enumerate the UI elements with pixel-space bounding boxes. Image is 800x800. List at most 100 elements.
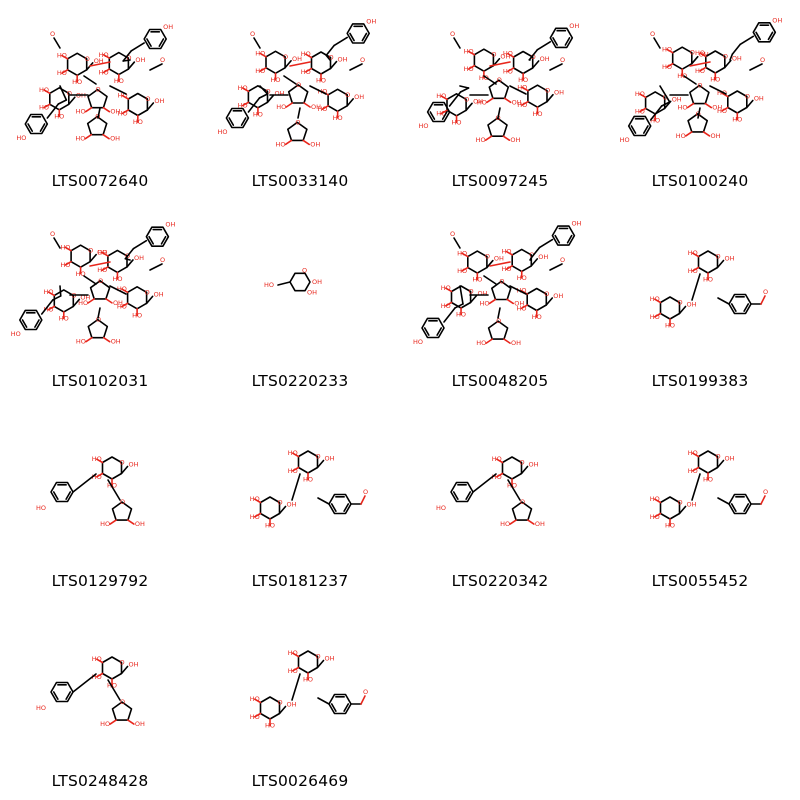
svg-text:HO: HO [517,304,527,312]
svg-text:HO: HO [76,270,86,278]
svg-text:HO: HO [100,520,110,528]
svg-text:HO: HO [419,122,429,130]
svg-text:OH: OH [135,520,145,528]
svg-text:OH: OH [511,339,521,347]
svg-text:OH: OH [554,89,564,97]
svg-text:HO: HO [238,84,248,92]
svg-text:HO: HO [76,338,86,346]
molecule-cell: O HO HO HO OH O OH HO HO LTS0248428 [0,600,200,800]
svg-text:HO: HO [288,649,298,657]
svg-text:HO: HO [238,102,248,110]
svg-text:O: O [295,118,300,126]
svg-text:O: O [316,453,321,461]
svg-text:HO: HO [97,266,107,274]
svg-text:HO: HO [288,667,298,675]
svg-text:HO: HO [76,108,86,116]
svg-text:OH: OH [473,97,483,105]
svg-text:HO: HO [703,476,713,484]
svg-text:HO: HO [117,285,127,293]
svg-text:OH: OH [80,293,90,301]
svg-text:HO: HO [112,275,122,283]
svg-text:HO: HO [100,720,110,728]
svg-text:OH: OH [494,255,504,263]
svg-text:O: O [50,30,55,38]
svg-text:O: O [250,30,255,38]
svg-text:OH: OH [163,23,173,31]
svg-text:HO: HO [60,261,70,269]
svg-text:HO: HO [39,104,49,112]
svg-text:O: O [716,453,721,461]
svg-text:OH: OH [134,254,144,262]
molecule-id-label: LTS0181237 [251,572,349,590]
molecule-cell: O HO HO HO OH O HO HO HO OH O LTS0055452 [600,400,800,600]
svg-text:HO: HO [78,299,88,307]
svg-text:HO: HO [464,65,474,73]
svg-text:HO: HO [517,274,527,282]
svg-text:OH: OH [569,22,579,30]
svg-text:OH: OH [725,255,735,263]
svg-text:HO: HO [695,67,705,75]
svg-text:OH: OH [754,95,764,103]
svg-text:O: O [67,89,72,97]
molecule-id-label: LTS0220342 [451,572,549,590]
svg-text:OH: OH [135,56,145,64]
molecule-cell: O HO HO HO OH O HO HO HO OH O OH HO O HO HO HO OH O HO HO HO O… [400,0,600,200]
svg-text:HO: HO [676,132,686,140]
molecule-id-label: LTS0097245 [451,172,549,190]
svg-text:O: O [491,51,496,59]
svg-text:OH: OH [110,108,120,116]
svg-text:HO: HO [44,288,54,296]
svg-text:OH: OH [712,104,722,112]
svg-text:HO: HO [452,118,462,126]
svg-text:HO: HO [650,495,660,503]
molecule-id-label: LTS0220233 [251,372,349,390]
svg-text:O: O [160,56,165,64]
svg-text:O: O [88,247,93,255]
molecule-id-label: LTS0033140 [251,172,349,190]
svg-text:OH: OH [672,95,682,103]
svg-text:O: O [160,256,165,264]
svg-text:OH: OH [111,338,121,346]
svg-text:HO: HO [457,267,467,275]
svg-text:OH: OH [325,455,335,463]
svg-text:HO: HO [301,68,311,76]
svg-text:HO: HO [457,249,467,257]
molecule-cell: O HO HO HO OH O HO HO HO OH O OH HO O HO HO HO OH O HO HO HO O… [600,0,800,200]
svg-text:HO: HO [456,311,466,319]
svg-text:HO: HO [133,118,143,126]
svg-text:O: O [450,230,455,238]
svg-text:OH: OH [310,140,320,148]
svg-text:OH: OH [732,54,742,62]
svg-text:O: O [690,49,695,57]
svg-text:O: O [126,54,131,62]
svg-text:O: O [496,317,501,325]
svg-text:HO: HO [650,513,660,521]
svg-text:HO: HO [441,284,451,292]
svg-text:OH: OH [287,501,297,509]
svg-text:OH: OH [354,93,364,101]
svg-text:HO: HO [92,673,102,681]
svg-text:OH: OH [514,299,524,307]
svg-text:HO: HO [59,314,69,322]
svg-text:HO: HO [132,311,142,319]
svg-text:OH: OH [553,292,563,300]
svg-text:OH: OH [529,461,539,469]
svg-text:OH: OH [113,299,123,307]
svg-text:O: O [120,498,125,506]
svg-text:O: O [663,93,668,101]
svg-text:O: O [302,266,307,274]
svg-text:HO: HO [677,72,687,80]
svg-text:HO: HO [477,98,487,106]
svg-text:HO: HO [650,295,660,303]
svg-text:OH: OH [292,55,302,63]
svg-text:HO: HO [57,69,67,77]
molecule-cell: O HO HO HO OH O OH HO HO LTS0220342 [400,400,600,600]
svg-text:O: O [763,288,768,296]
